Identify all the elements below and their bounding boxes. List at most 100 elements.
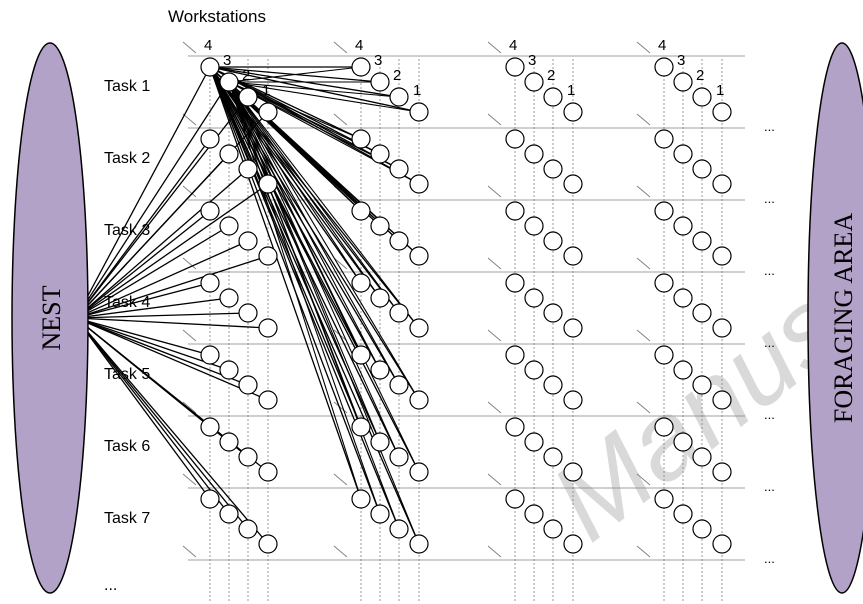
task-label: Task 1 (104, 78, 150, 95)
workstation-node (389, 375, 409, 395)
workstation-node (505, 489, 525, 509)
workstation-node (219, 144, 239, 164)
nest-label: NEST (37, 285, 66, 350)
workstation-node (524, 216, 544, 236)
task-label: Task 2 (104, 150, 150, 167)
workstation-node (409, 174, 429, 194)
workstation-node (563, 390, 583, 410)
workstation-node (258, 246, 278, 266)
nest-ellipse (11, 42, 89, 594)
nest-edge (75, 297, 230, 319)
workstation-node (673, 432, 693, 452)
workstation-node (712, 318, 732, 338)
slash-marker (636, 185, 651, 198)
task-label: Task 7 (104, 510, 150, 527)
transition-edge (228, 81, 362, 284)
slash-marker (182, 41, 197, 54)
workstation-node (409, 534, 429, 554)
task-label: Task 6 (104, 438, 150, 455)
workstation-node (524, 144, 544, 164)
nest-edge (75, 81, 230, 319)
nest-edge (75, 317, 230, 515)
workstation-node (692, 303, 712, 323)
transition-edge (228, 81, 420, 473)
slash-marker (333, 257, 348, 270)
workstation-number: 1 (567, 82, 575, 99)
workstation-node (258, 462, 278, 482)
path-edges (75, 66, 420, 545)
workstation-node (505, 129, 525, 149)
nest-edge (75, 183, 269, 319)
workstation-number: 3 (528, 52, 536, 69)
nest-edge (75, 168, 249, 319)
workstation-node (524, 432, 544, 452)
nest-edge (75, 96, 249, 319)
workstation-number: 4 (204, 37, 212, 54)
workstation-node (238, 447, 258, 467)
workstation-node (200, 345, 220, 365)
foraging-area-label: FORAGING AREA (829, 213, 858, 423)
workstation-node (370, 504, 390, 524)
slash-marker (636, 41, 651, 54)
slash-marker (636, 401, 651, 414)
workstation-number: 2 (242, 67, 250, 84)
nest-edge (75, 153, 230, 319)
slash-marker (182, 545, 197, 558)
workstation-node (258, 534, 278, 554)
continuation-dots: ... (764, 407, 775, 422)
workstation-node (692, 159, 712, 179)
workstation-node (258, 390, 278, 410)
workstations-header: Workstations (168, 7, 266, 26)
workstation-node (505, 273, 525, 293)
transition-edge (209, 66, 362, 500)
nest-edge (75, 317, 211, 356)
nest-edge (75, 138, 211, 319)
transition-edge (228, 81, 400, 98)
slash-marker (487, 257, 502, 270)
workstation-node (673, 72, 693, 92)
workstation-number: 3 (677, 52, 685, 69)
workstation-node (219, 288, 239, 308)
workstation-node (389, 87, 409, 107)
workstation-node (370, 144, 390, 164)
workstation-node (409, 462, 429, 482)
workstation-number: 1 (716, 82, 724, 99)
workstation-node (524, 72, 544, 92)
workstation-node (692, 519, 712, 539)
slash-marker (487, 185, 502, 198)
workstation-node (351, 129, 371, 149)
workstation-node (200, 489, 220, 509)
workstation-node (543, 303, 563, 323)
workstation-node (409, 390, 429, 410)
nest-edge (75, 317, 269, 545)
workstation-node (351, 201, 371, 221)
continuation-dots: ... (764, 479, 775, 494)
workstation-node (389, 303, 409, 323)
workstation-node (505, 417, 525, 437)
workstation-node (219, 72, 239, 92)
workstation-number: 4 (355, 37, 363, 54)
workstation-node (673, 288, 693, 308)
workstation-node (692, 231, 712, 251)
workstation-number: 1 (413, 82, 421, 99)
nest-edge (75, 317, 249, 386)
workstation-node (712, 174, 732, 194)
workstation-node (543, 231, 563, 251)
workstation-node (389, 231, 409, 251)
slash-marker (487, 545, 502, 558)
workstation-node (370, 288, 390, 308)
workstation-node (654, 57, 674, 77)
workstation-node (543, 375, 563, 395)
task-label: Task 5 (104, 366, 150, 383)
workstation-number: 2 (547, 67, 555, 84)
workstation-node (351, 489, 371, 509)
workstation-node (258, 102, 278, 122)
workstation-node (409, 102, 429, 122)
workstation-node (543, 447, 563, 467)
slash-marker (636, 257, 651, 270)
transition-edge (228, 81, 400, 530)
slash-marker (636, 329, 651, 342)
workstation-node (673, 216, 693, 236)
workstation-node (563, 534, 583, 554)
